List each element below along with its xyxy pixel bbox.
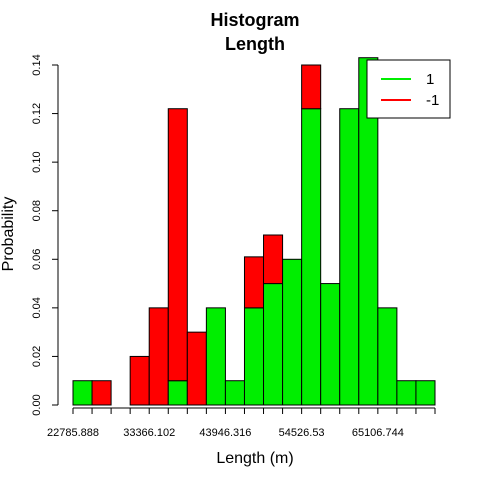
- y-axis-ticks: 0.00 0.02 0.04 0.06 0.08 0.10 0.12 0.14: [31, 54, 58, 416]
- bar-series-1-bin-19: [415, 380, 436, 406]
- y-tick-label: 0.14: [31, 54, 43, 75]
- y-tick-label: 0.00: [31, 394, 43, 415]
- bar-series-1-bin-17: [377, 307, 398, 406]
- bar-series-1-bin-13: [301, 108, 322, 406]
- bar-series-2-bin-4: [129, 355, 150, 406]
- bar-series-1-bin-9: [224, 380, 245, 406]
- bar-series-1-bin-12: [282, 258, 303, 406]
- x-axis-ticks: 22785.888 33366.102 43946.316 54526.53 65106…: [47, 408, 436, 439]
- bar-series-2-bin-10: [243, 256, 265, 309]
- x-tick-label: 54526.53: [279, 427, 325, 439]
- legend: 1 -1: [366, 59, 451, 119]
- legend-label-series-1: 1: [426, 71, 434, 88]
- bar-series-2-bin-6: [167, 108, 188, 382]
- chart-title-line-2: Length: [225, 34, 285, 54]
- x-tick-label: 22785.888: [47, 427, 99, 439]
- legend-box: [366, 59, 451, 119]
- bar-series-2-bin-13: [301, 64, 322, 110]
- y-tick-label: 0.08: [31, 200, 43, 221]
- x-tick-label: 43946.316: [199, 427, 251, 439]
- chart-title-line-1: Histogram: [210, 10, 299, 30]
- bar-series-1-bin-16: [358, 57, 379, 406]
- bar-series-1-bin-14: [320, 283, 341, 406]
- legend-label-series-2: -1: [426, 92, 439, 109]
- bar-series-2-bin-5: [148, 307, 169, 406]
- x-tick-label: 65106.744: [352, 427, 404, 439]
- y-axis-label: Probability: [0, 197, 17, 272]
- y-tick-label: 0.02: [31, 346, 43, 367]
- bar-series-1-bin-8: [205, 307, 226, 406]
- y-tick-label: 0.04: [31, 297, 43, 318]
- y-tick-label: 0.10: [31, 151, 43, 172]
- bar-series-1-bin-1: [72, 380, 93, 406]
- bar-series-2-bin-11: [263, 234, 284, 285]
- bars-layer: [72, 57, 436, 406]
- bar-series-2-bin-2: [91, 380, 112, 406]
- bar-series-1-bin-11: [263, 283, 284, 406]
- bar-series-1-bin-18: [396, 380, 417, 406]
- x-axis-label: Length (m): [216, 450, 293, 467]
- y-tick-label: 0.12: [31, 103, 43, 124]
- bar-series-2-bin-7: [186, 331, 207, 406]
- y-tick-label: 0.06: [31, 249, 43, 270]
- x-tick-label: 33366.102: [123, 427, 175, 439]
- bar-series-1-bin-6: [167, 380, 188, 406]
- bar-series-1-bin-15: [339, 108, 360, 406]
- bar-series-1-bin-10: [243, 307, 265, 406]
